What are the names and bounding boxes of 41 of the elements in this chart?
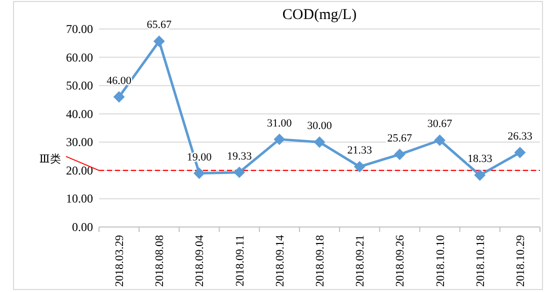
data-label: 65.67 bbox=[146, 19, 172, 32]
data-label: 25.67 bbox=[387, 132, 413, 144]
x-tick-label: 2018.03.29 bbox=[114, 234, 126, 287]
point bbox=[114, 91, 125, 102]
x-tick-label: 2018.09.21 bbox=[354, 234, 367, 287]
y-tick-label: 70.00 bbox=[66, 22, 93, 36]
x-tick-label: 2018.09.14 bbox=[274, 234, 286, 287]
y-tick-label: 60.00 bbox=[66, 50, 93, 64]
chart-title: COD(mg/L) bbox=[282, 7, 357, 23]
data-label: 30.67 bbox=[427, 118, 453, 130]
x-tick-label: 2018.09.04 bbox=[194, 234, 206, 287]
y-tick-label: 0.00 bbox=[72, 220, 93, 234]
x-tick-label: 2018.09.11 bbox=[234, 234, 246, 286]
point bbox=[274, 134, 285, 145]
data-label: 30.00 bbox=[307, 120, 332, 132]
point bbox=[434, 134, 446, 146]
y-tick-label: 50.00 bbox=[66, 78, 93, 93]
x-tick-label: 2018.09.18 bbox=[314, 234, 326, 287]
x-tick-label: 2018.09.26 bbox=[394, 234, 407, 287]
point bbox=[194, 168, 205, 179]
y-tick-label: 30.00 bbox=[66, 135, 93, 150]
data-label: 31.00 bbox=[267, 117, 292, 130]
point bbox=[234, 166, 245, 178]
y-tick-label: 10.00 bbox=[66, 192, 93, 206]
x-tick-label: 2018.10.29 bbox=[514, 234, 527, 287]
data-label: 19.33 bbox=[226, 150, 252, 162]
point bbox=[394, 148, 406, 160]
point bbox=[314, 136, 325, 148]
point bbox=[354, 161, 366, 172]
x-tick-label: 2018.10.10 bbox=[434, 234, 447, 287]
legend-label: Ⅲ类 bbox=[39, 152, 61, 166]
data-label: 18.33 bbox=[467, 153, 493, 166]
y-tick-label: 40.00 bbox=[66, 106, 93, 121]
point bbox=[514, 147, 526, 158]
data-label: 26.33 bbox=[508, 130, 533, 143]
data-label: 21.33 bbox=[347, 144, 372, 157]
point bbox=[474, 170, 486, 181]
x-tick-label: 2018.10.18 bbox=[474, 234, 487, 287]
point bbox=[154, 36, 165, 47]
y-tick-label: 20.00 bbox=[66, 163, 93, 178]
x-tick-label: 2018.08.08 bbox=[154, 234, 166, 287]
